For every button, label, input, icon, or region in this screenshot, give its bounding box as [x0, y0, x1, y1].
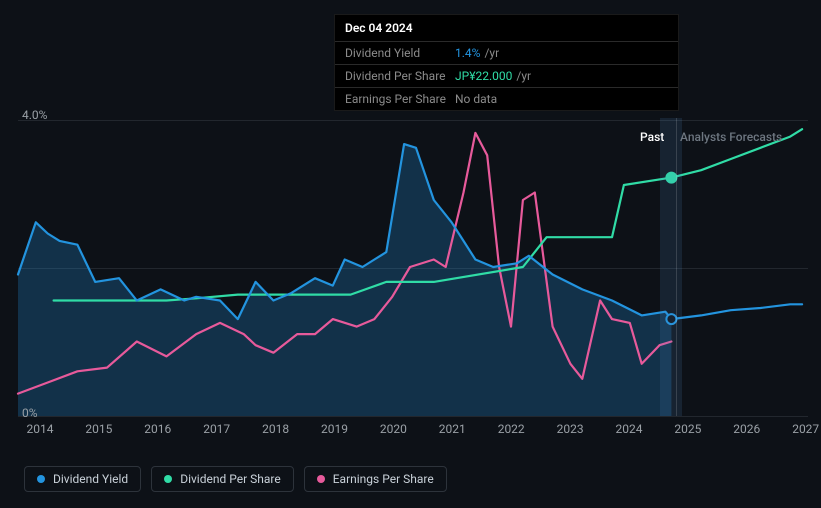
x-axis-label: 2019	[321, 422, 348, 436]
x-axis-label: 2022	[498, 422, 525, 436]
legend-item[interactable]: Earnings Per Share	[304, 466, 447, 492]
yield-area	[18, 144, 671, 416]
y-axis-label: 0%	[22, 406, 38, 420]
legend-label: Dividend Yield	[53, 472, 128, 486]
tooltip-label: Dividend Yield	[345, 46, 455, 60]
legend-dot-icon	[37, 475, 45, 483]
divider-line	[676, 118, 677, 416]
x-axis-label: 2026	[733, 422, 760, 436]
legend: Dividend Yield Dividend Per Share Earnings…	[24, 466, 447, 492]
tooltip-value: JP¥22.000/yr	[455, 69, 531, 83]
yield-forecast-line	[671, 304, 802, 319]
x-axis-label: 2018	[262, 422, 289, 436]
tooltip-date: Dec 04 2024	[335, 15, 678, 42]
tooltip-label: Dividend Per Share	[345, 69, 455, 83]
legend-item[interactable]: Dividend Yield	[24, 466, 141, 492]
tooltip-row: Dividend Per ShareJP¥22.000/yr	[335, 65, 678, 88]
legend-label: Earnings Per Share	[333, 472, 434, 486]
legend-item[interactable]: Dividend Per Share	[151, 466, 294, 492]
tooltip-label: Earnings Per Share	[345, 92, 455, 106]
tooltip: Dec 04 2024 Dividend Yield1.4%/yrDividen…	[334, 14, 679, 111]
tooltip-row: Earnings Per ShareNo data	[335, 88, 678, 110]
chart-container: 4.0% 0% Past Analysts Forecasts Dec 04 20…	[0, 0, 821, 508]
y-axis-label: 4.0%	[22, 108, 47, 122]
past-label: Past	[640, 130, 664, 144]
tooltip-row: Dividend Yield1.4%/yr	[335, 42, 678, 65]
x-axis-label: 2014	[27, 422, 54, 436]
x-axis-label: 2021	[439, 422, 466, 436]
tooltip-value: No data	[455, 92, 497, 106]
highlight-band	[660, 118, 682, 416]
tooltip-value: 1.4%/yr	[455, 46, 499, 60]
x-axis-label: 2027	[792, 422, 819, 436]
x-axis-label: 2023	[557, 422, 584, 436]
x-axis-label: 2017	[203, 422, 230, 436]
x-axis-label: 2016	[144, 422, 171, 436]
x-axis-label: 2025	[674, 422, 701, 436]
x-axis: 2014 2015 2016 2017 2018 2019 2020 2021 2022 2023…	[18, 422, 808, 442]
x-axis-label: 2015	[85, 422, 112, 436]
gridline	[18, 416, 808, 417]
chart-plot	[18, 118, 808, 416]
x-axis-label: 2020	[380, 422, 407, 436]
x-axis-label: 2024	[616, 422, 643, 436]
legend-dot-icon	[164, 475, 172, 483]
legend-dot-icon	[317, 475, 325, 483]
legend-label: Dividend Per Share	[180, 472, 281, 486]
forecast-label: Analysts Forecasts	[680, 130, 782, 144]
